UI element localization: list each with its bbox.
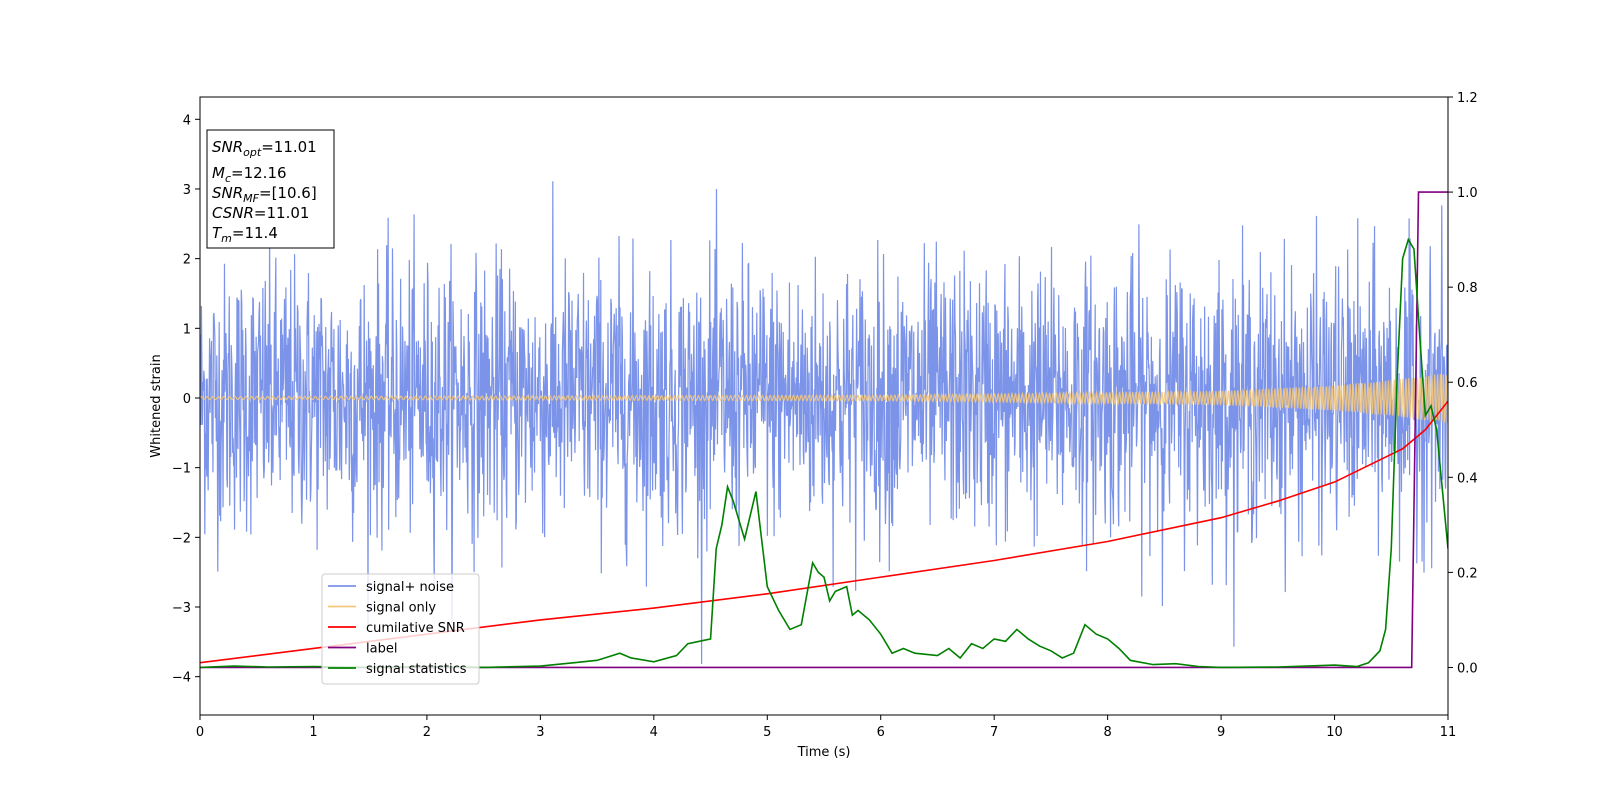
info-line: CSNR=11.01	[212, 204, 309, 222]
y-tick-label-right: 1.0	[1457, 186, 1478, 201]
y-tick-label-left: 0	[183, 392, 191, 407]
y-tick-label-left: −3	[172, 601, 191, 616]
y-tick-label-right: 0.8	[1457, 281, 1478, 296]
x-tick-label: 5	[763, 725, 771, 740]
x-tick-label: 11	[1440, 725, 1457, 740]
x-tick-label: 7	[990, 725, 998, 740]
y-tick-label-right: 0.4	[1457, 471, 1478, 486]
legend-label: signal only	[366, 601, 436, 616]
series-signal-statistics	[200, 237, 1448, 669]
y-tick-label-right: 0.6	[1457, 376, 1478, 391]
y-tick-label-left: 2	[183, 253, 191, 268]
y-tick-label-left: 1	[183, 322, 191, 337]
legend-frame	[321, 573, 480, 685]
x-tick-label: 10	[1326, 725, 1343, 740]
y-axis-right: 0.0 0.2 0.4 0.6 0.8 1.0 1.2	[1448, 91, 1478, 676]
x-tick-label: 4	[650, 725, 658, 740]
y-tick-label-left: −2	[172, 531, 191, 546]
info-box-frame	[206, 129, 335, 249]
legend: signal+ noise signal only cumilative SNR la…	[321, 573, 480, 685]
line-series-group	[200, 191, 1448, 669]
info-line: Tm=11.4	[212, 224, 278, 245]
legend-label: signal+ noise	[366, 580, 454, 595]
y-tick-label-right: 0.2	[1457, 566, 1478, 581]
x-tick-label: 1	[309, 725, 317, 740]
y-tick-label-left: 3	[183, 183, 191, 198]
x-tick-label: 9	[1217, 725, 1225, 740]
x-tick-label: 0	[196, 725, 204, 740]
y-axis-left: −4 −3 −2 −1 0 1 2 3 4	[172, 113, 200, 686]
series-cumilative-snr	[200, 400, 1448, 664]
x-axis-label: Time (s)	[797, 745, 851, 760]
legend-label: label	[366, 642, 397, 657]
y-tick-label-left: −1	[172, 462, 191, 477]
y-tick-label-right: 0.0	[1457, 661, 1478, 676]
info-line: Mc=12.16	[212, 164, 287, 185]
legend-label: signal statistics	[366, 662, 467, 677]
noise-series	[200, 181, 1448, 665]
series-label	[200, 191, 1448, 669]
info-line: SNRopt=11.01	[212, 138, 317, 159]
y-tick-label-right: 1.2	[1457, 91, 1478, 106]
y-axis-label: Whitened strain	[149, 354, 164, 457]
x-axis: 0 1 2 3 4 5 6 7 8 9 10 11	[196, 715, 1456, 740]
x-tick-label: 2	[423, 725, 431, 740]
y-tick-label-left: −4	[172, 671, 191, 686]
x-tick-label: 3	[536, 725, 544, 740]
legend-label: cumilative SNR	[366, 621, 465, 636]
signal-only-series	[200, 374, 1448, 424]
plot-area-frame	[199, 96, 1449, 716]
series-signal-noise	[200, 181, 1448, 665]
series-signal-only	[200, 374, 1448, 424]
info-line: SNRMF=[10.6]	[212, 184, 317, 205]
info-box: SNRopt=11.01 Mc=12.16SNRMF=[10.6]CSNR=11.…	[206, 129, 335, 249]
x-tick-label: 6	[877, 725, 885, 740]
x-tick-label: 8	[1103, 725, 1111, 740]
y-tick-label-left: 4	[183, 113, 191, 128]
